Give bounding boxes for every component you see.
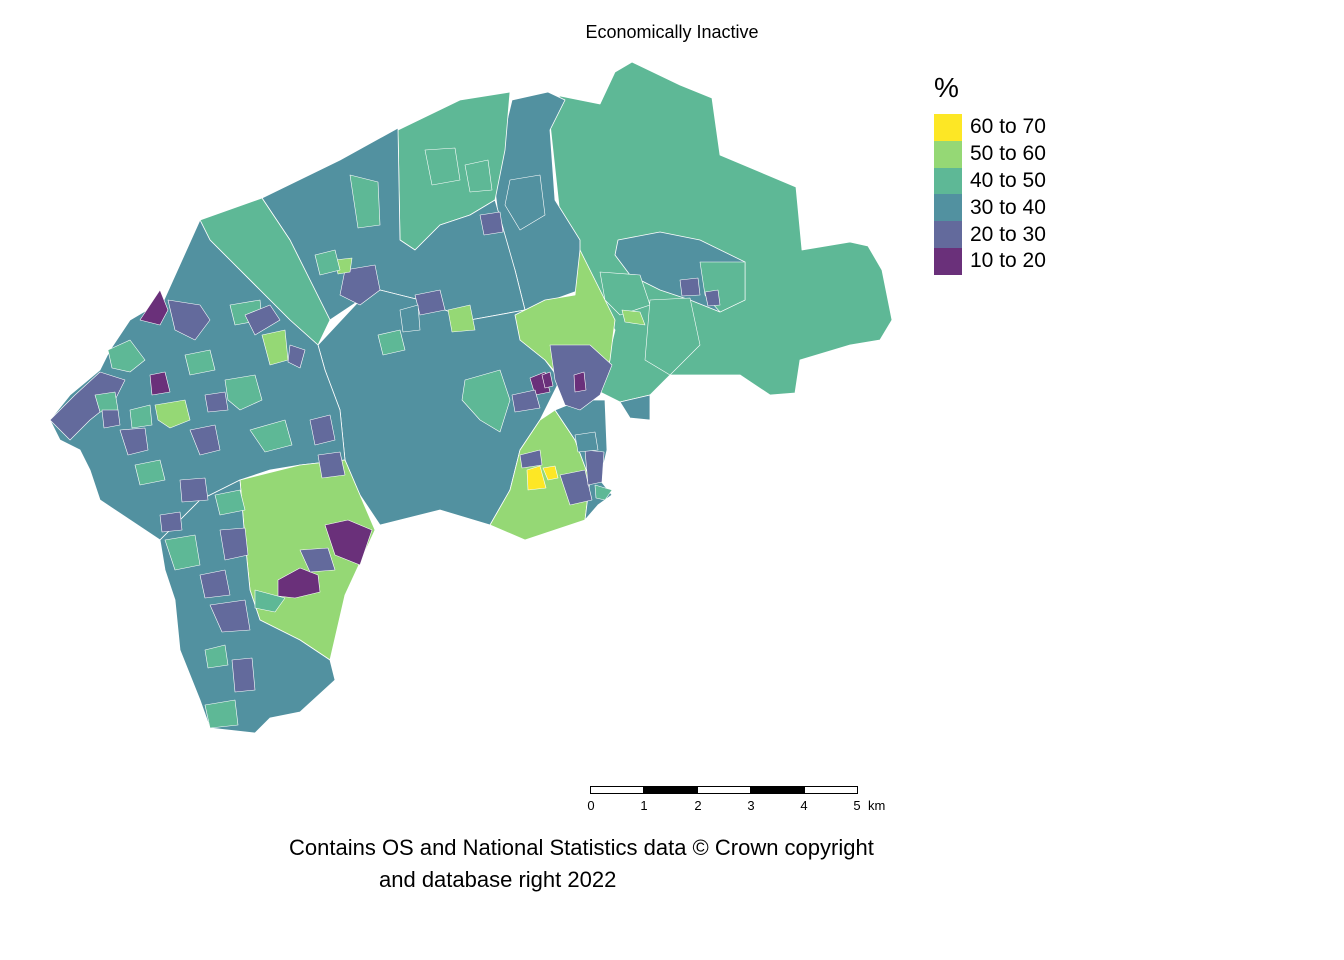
ward-patch (461, 369, 511, 433)
scale-tick: 0 (587, 798, 595, 813)
attribution-line-1: Contains OS and National Statistics data… (289, 835, 874, 860)
ward-patch (179, 477, 209, 503)
ward-patch (479, 211, 504, 236)
district-east-small (619, 394, 651, 421)
ward-patch (511, 389, 541, 413)
legend-label: 30 to 40 (970, 195, 1046, 219)
ward-patch (542, 465, 559, 481)
legend-label: 10 to 20 (970, 249, 1046, 273)
ward-patch (231, 657, 256, 693)
legend-swatch (934, 167, 962, 195)
ward-patch (159, 511, 183, 533)
legend-swatch (934, 221, 962, 248)
ward-patch (309, 414, 336, 446)
attribution-line-2: and database right 2022 (379, 867, 617, 892)
ward-patch (209, 599, 251, 633)
scale-tick: 4 (800, 798, 808, 813)
ward-patch (317, 451, 346, 479)
legend-label: 20 to 30 (970, 222, 1046, 246)
legend-label: 50 to 60 (970, 142, 1046, 166)
ward-patch (254, 589, 286, 613)
ward-patch (154, 399, 191, 429)
ward-patch (377, 329, 406, 356)
scale-bar-segment (804, 786, 858, 794)
ward-patch (464, 159, 493, 193)
legend-item: 50 to 60 (934, 140, 1046, 168)
scale-tick: 2 (694, 798, 702, 813)
ward-patch (139, 289, 169, 326)
map-title: Economically Inactive (585, 22, 759, 42)
ward-patch (119, 427, 149, 456)
scale-tick: 1 (640, 798, 648, 813)
legend-item: 40 to 50 (934, 167, 1046, 195)
scale-bar-segment (697, 786, 751, 794)
ward-patch (573, 371, 587, 393)
scale-bar-segment (590, 786, 644, 794)
ward-patch (644, 297, 701, 376)
ward-patch (599, 271, 651, 316)
ward-patch (447, 304, 476, 333)
scale-bar-segment (750, 786, 805, 794)
scale-bar-segment (643, 786, 698, 794)
ward-patch (249, 419, 293, 453)
ward-patch (49, 371, 126, 441)
legend-item: 10 to 20 (934, 247, 1046, 275)
scale-bar: 0 1 2 3 4 5 km (586, 786, 906, 826)
ward-patch (424, 147, 461, 186)
legend-title: % (934, 72, 959, 103)
ward-patch (189, 424, 221, 456)
ward-patch (167, 299, 211, 341)
ward-patch (584, 449, 605, 486)
ward-patch (204, 644, 229, 669)
ward-patch (129, 404, 153, 429)
ward-patch (149, 371, 171, 396)
ward-patch (399, 304, 421, 333)
legend-swatch (934, 194, 962, 222)
legend: % 60 to 70 50 to 60 40 to 50 30 to 40 20 to … (934, 72, 1046, 275)
legend-swatch (934, 114, 962, 141)
legend-item: 20 to 30 (934, 221, 1046, 248)
ward-patch (559, 469, 593, 506)
ward-patch (541, 371, 554, 389)
ward-patch (504, 174, 546, 231)
attribution: Contains OS and National Statistics data… (289, 832, 874, 896)
ward-patch (107, 339, 146, 373)
legend-item: 60 to 70 (934, 114, 1046, 141)
ward-patch (101, 409, 121, 429)
ward-patch (287, 344, 306, 369)
ward-patch (224, 374, 263, 411)
legend-label: 40 to 50 (970, 168, 1046, 192)
legend-swatch (934, 140, 962, 168)
ward-patch (204, 391, 229, 413)
ward-patch (134, 459, 166, 486)
scale-unit: km (868, 798, 886, 813)
ward-patch (574, 431, 599, 453)
ward-patch (519, 449, 543, 469)
ward-patch (349, 174, 381, 229)
ward-patch (621, 309, 646, 326)
ward-patch (204, 699, 239, 729)
ward-patch (526, 465, 547, 491)
legend-swatch (934, 247, 962, 275)
ward-patch (679, 277, 701, 297)
ward-patch (594, 484, 613, 501)
ward-patch (314, 249, 341, 276)
ward-patch (704, 289, 721, 307)
ward-patch (184, 349, 216, 376)
ward-patch (219, 527, 249, 561)
scale-tick: 3 (747, 798, 755, 813)
ward-patch (324, 519, 373, 566)
ward-patch (244, 304, 281, 336)
legend-items: 60 to 70 50 to 60 40 to 50 30 to 40 20 to 30… (934, 114, 1046, 275)
ward-patch (214, 489, 246, 516)
ward-patch (164, 534, 201, 571)
ward-patch (299, 547, 336, 573)
legend-label: 60 to 70 (970, 115, 1046, 139)
ward-patch (339, 264, 381, 306)
legend-item: 30 to 40 (934, 194, 1046, 222)
scale-tick: 5 (853, 798, 861, 813)
ward-patch (199, 569, 231, 599)
